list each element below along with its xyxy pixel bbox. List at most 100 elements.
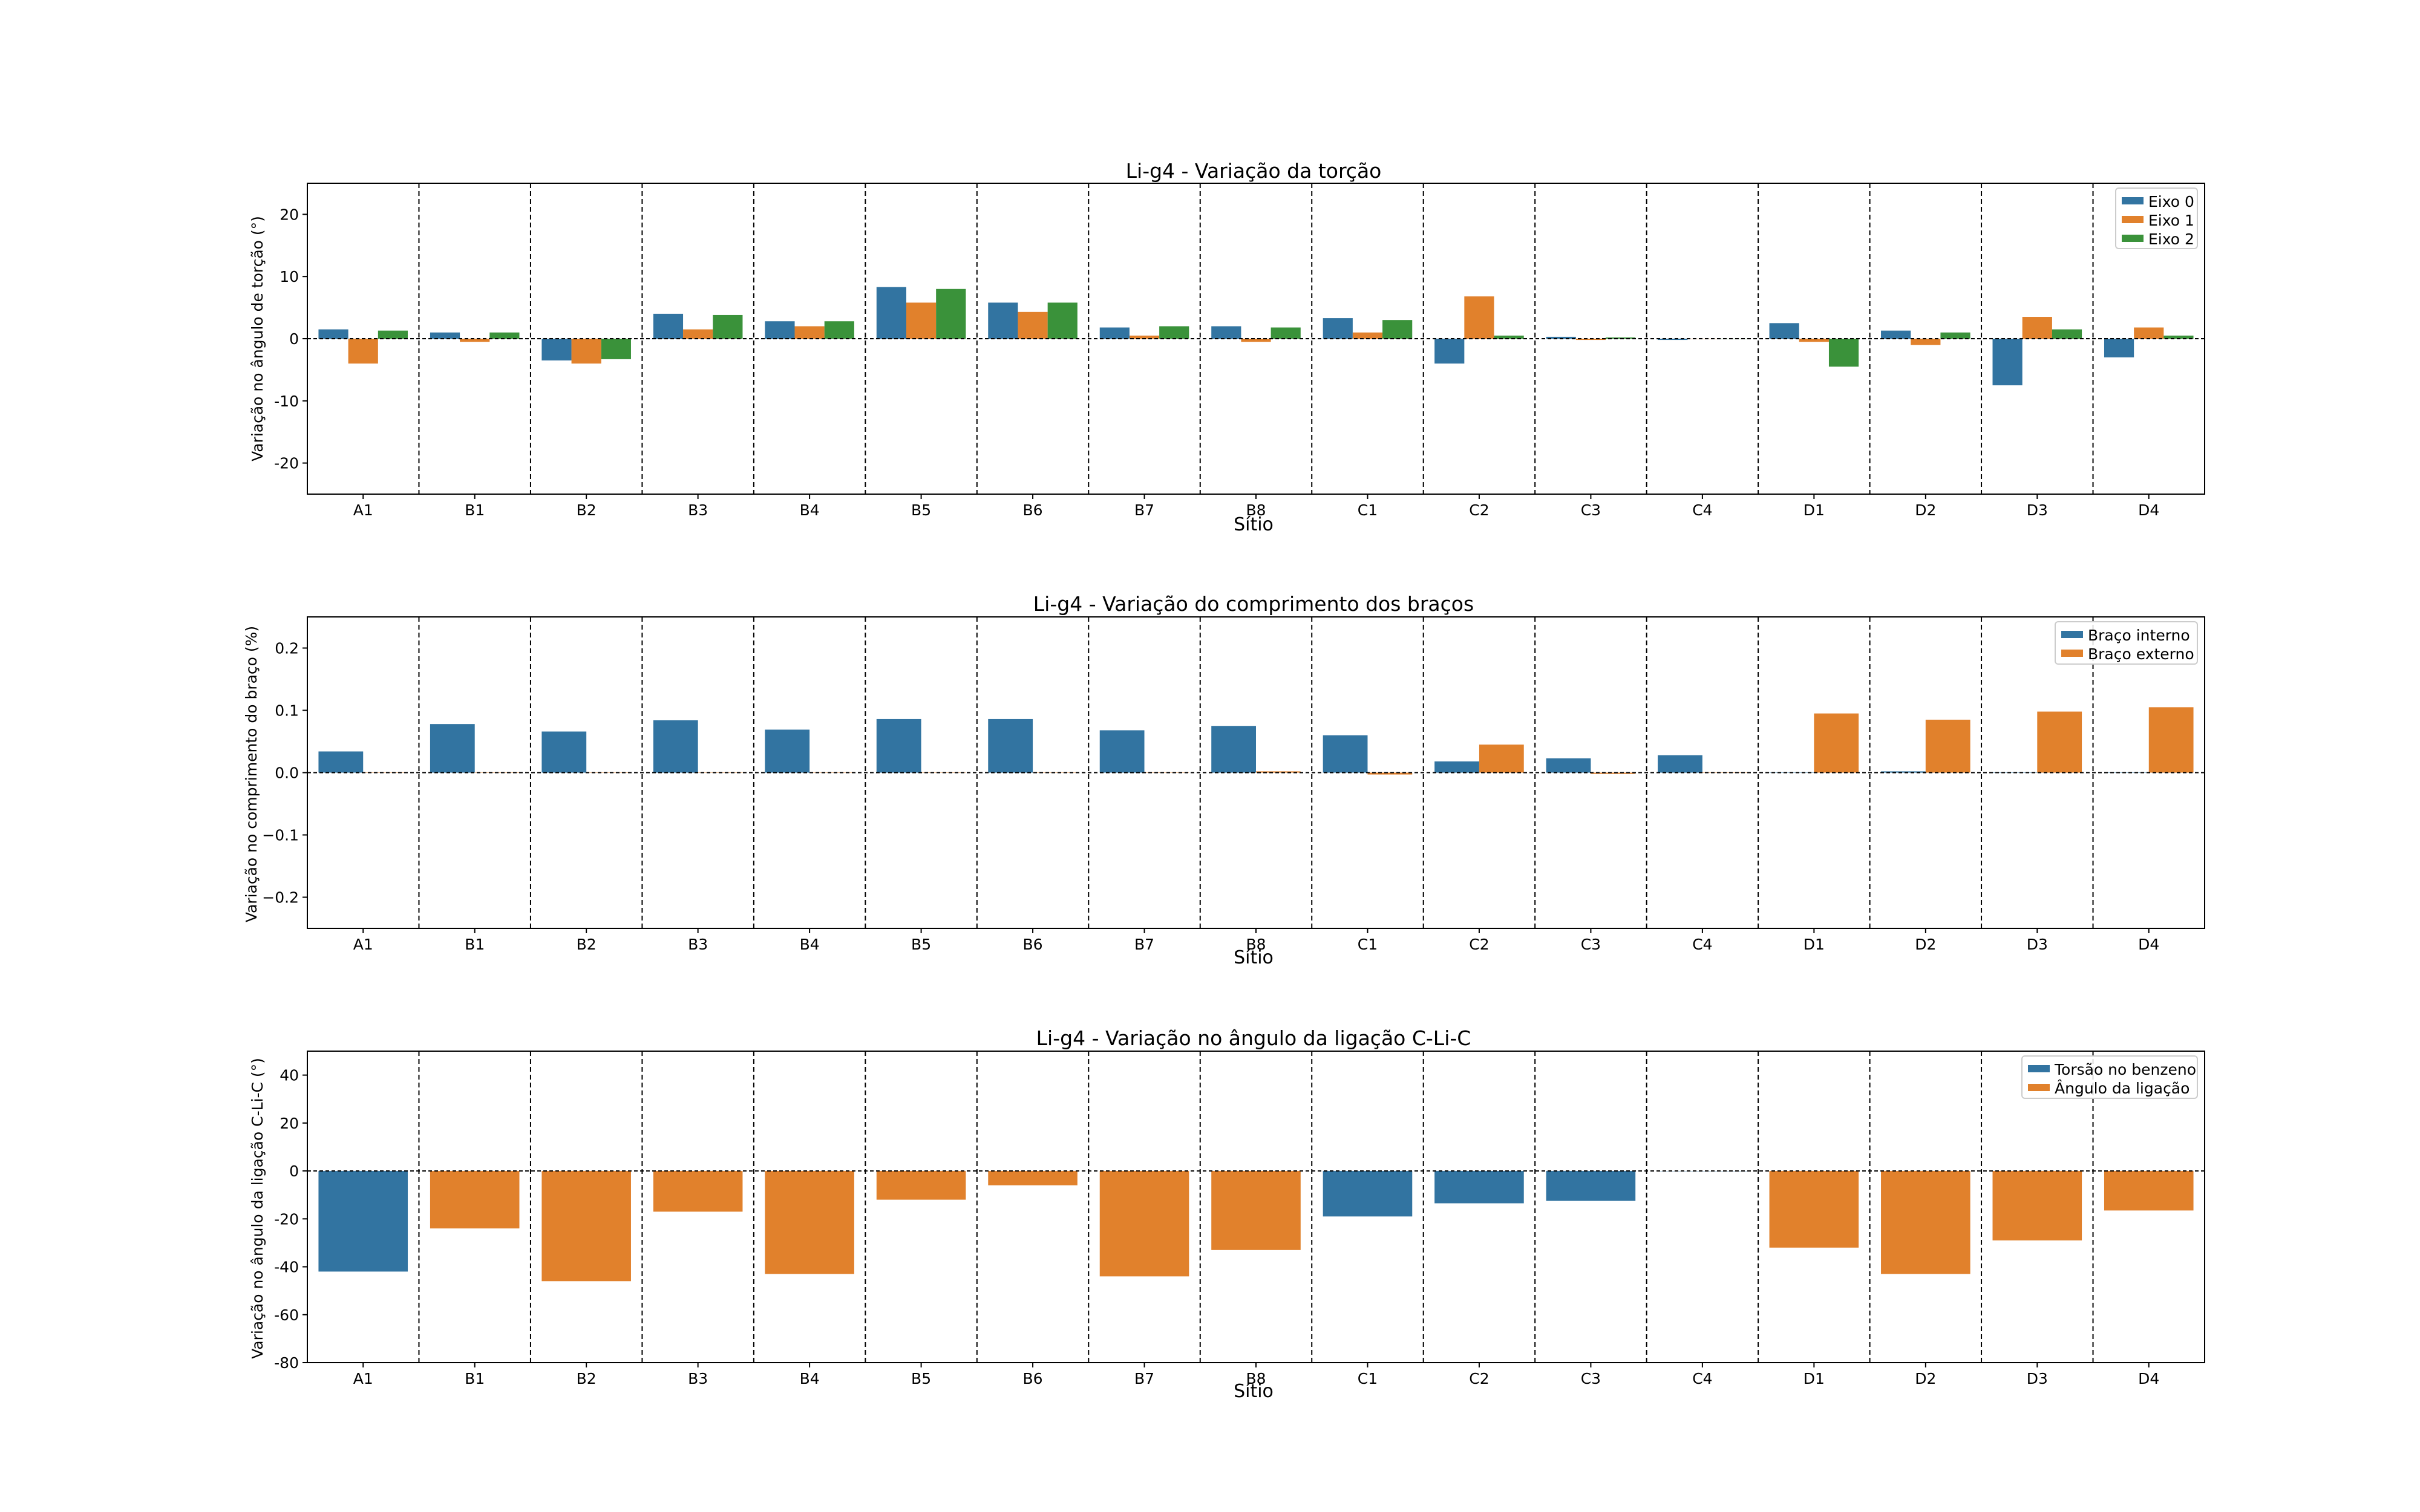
x-tick-label: B1 <box>465 936 485 953</box>
bond-angle-chart-panel: Li-g4 - Variação no ângulo da ligação C-… <box>249 1026 2205 1402</box>
bar <box>1575 339 1606 341</box>
x-tick-label: D3 <box>2027 936 2048 953</box>
bar <box>318 751 364 773</box>
bar <box>765 321 795 339</box>
bar <box>713 314 743 339</box>
bar <box>2148 707 2194 773</box>
bar <box>1159 326 1189 339</box>
x-tick-label: B7 <box>1134 501 1154 519</box>
bar <box>2163 335 2194 339</box>
x-tick-label: D2 <box>1915 501 1936 519</box>
legend-swatch <box>2028 1084 2050 1091</box>
bar <box>653 1171 743 1212</box>
legend-swatch <box>2061 650 2083 657</box>
bar <box>1769 1171 1859 1248</box>
legend <box>2055 621 2198 665</box>
x-tick-label: A1 <box>353 936 373 953</box>
x-tick-label: B4 <box>800 936 820 953</box>
x-tick-label: D1 <box>1804 501 1825 519</box>
bar <box>1367 772 1413 775</box>
bar <box>430 724 475 773</box>
bar <box>653 720 698 773</box>
arm-length-chart-panel: Li-g4 - Variação do comprimento dos braç… <box>243 592 2205 968</box>
bar <box>1992 1171 2082 1240</box>
bar <box>1352 332 1383 339</box>
x-tick-label: D4 <box>2138 1370 2159 1387</box>
bar <box>1658 755 1702 773</box>
bar <box>1099 730 1145 773</box>
legend-label: Eixo 0 <box>2148 193 2194 210</box>
y-tick-label: -40 <box>274 1259 299 1276</box>
x-tick-label: B4 <box>800 1370 820 1387</box>
bar <box>1799 339 1829 342</box>
x-tick-label: C1 <box>1358 501 1378 519</box>
y-tick-label: -60 <box>274 1306 299 1324</box>
y-tick-label: 0.0 <box>275 764 299 782</box>
bar <box>765 729 810 773</box>
bar <box>2104 1171 2194 1211</box>
x-tick-label: B8 <box>1246 501 1266 519</box>
x-axis-label: Sítio <box>1234 514 1274 535</box>
legend-swatch <box>2122 216 2144 223</box>
bar <box>1099 1171 1189 1277</box>
bar <box>489 332 520 339</box>
x-tick-label: D4 <box>2138 936 2159 953</box>
bar <box>765 1171 854 1274</box>
bar <box>1606 337 1636 339</box>
x-tick-label: B3 <box>688 501 708 519</box>
y-tick-label: -10 <box>274 393 299 410</box>
x-tick-label: B2 <box>577 936 597 953</box>
y-tick-label: 0 <box>289 330 299 348</box>
bar <box>1925 719 1970 773</box>
bar <box>586 772 631 773</box>
bar <box>1814 713 1859 773</box>
bar <box>601 339 631 359</box>
x-tick-label: D3 <box>2027 1370 2048 1387</box>
bar <box>824 321 854 339</box>
bar <box>1769 323 1799 339</box>
bar <box>1546 336 1576 339</box>
y-tick-label: 0.1 <box>275 702 299 720</box>
x-tick-label: D2 <box>1915 1370 1936 1387</box>
bar <box>1099 327 1130 339</box>
legend-swatch <box>2061 631 2083 638</box>
bar <box>876 1171 966 1200</box>
x-tick-label: B1 <box>465 501 485 519</box>
bar <box>1546 758 1591 773</box>
bar <box>363 772 408 773</box>
y-tick-label: 10 <box>280 268 299 285</box>
chart-title: Li-g4 - Variação do comprimento dos braç… <box>1033 592 1474 616</box>
bar <box>1658 339 1688 341</box>
legend-label: Eixo 1 <box>2148 212 2194 229</box>
x-tick-label: C1 <box>1358 1370 1378 1387</box>
y-axis-label: Variação no comprimento do braço (%) <box>243 626 260 922</box>
x-tick-label: C1 <box>1358 936 1378 953</box>
x-tick-label: B7 <box>1134 936 1154 953</box>
bar <box>1434 761 1479 773</box>
x-tick-label: D2 <box>1915 936 1936 953</box>
x-tick-label: B5 <box>911 936 931 953</box>
x-tick-label: B5 <box>911 1370 931 1387</box>
y-tick-label: −0.1 <box>262 827 299 844</box>
x-tick-label: C2 <box>1469 936 1489 953</box>
y-tick-label: 20 <box>280 206 299 223</box>
bar <box>906 302 937 339</box>
bar <box>318 329 348 339</box>
torsion-chart-panel: Li-g4 - Variação da torção Sítio Variaçã… <box>249 159 2205 535</box>
legend-label: Braço interno <box>2088 627 2190 644</box>
bar <box>1241 339 1271 342</box>
x-tick-label: B4 <box>800 501 820 519</box>
x-tick-label: C4 <box>1692 936 1712 953</box>
bar <box>1211 726 1256 773</box>
x-tick-label: B6 <box>1023 501 1043 519</box>
bar <box>1211 326 1241 339</box>
bar <box>794 326 825 339</box>
bar <box>2022 317 2052 339</box>
x-tick-label: D4 <box>2138 501 2159 519</box>
x-tick-label: D1 <box>1804 1370 1825 1387</box>
x-tick-label: C3 <box>1581 936 1601 953</box>
bar <box>1434 1171 1524 1204</box>
y-tick-label: -80 <box>274 1354 299 1372</box>
x-tick-label: B2 <box>577 1370 597 1387</box>
